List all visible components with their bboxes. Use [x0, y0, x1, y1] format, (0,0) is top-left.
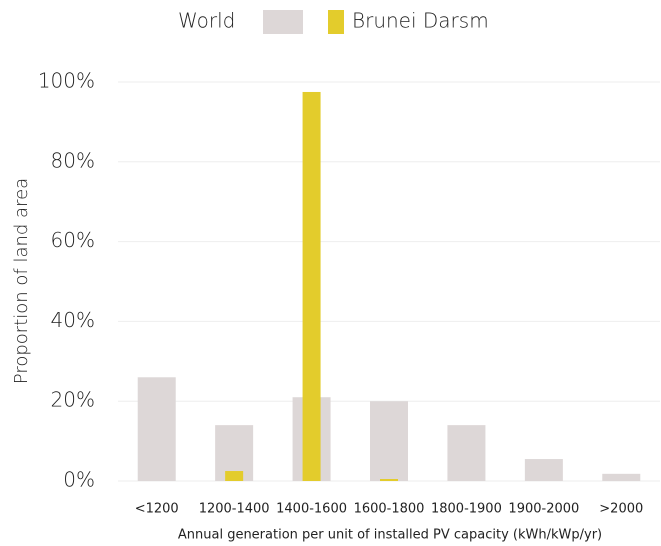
x-tick-label: 1600-1800	[354, 502, 425, 517]
x-axis-label: Annual generation per unit of installed …	[178, 528, 602, 543]
legend-label: Brunei Darsm	[352, 9, 489, 33]
bar	[602, 473, 641, 481]
legend-label: World	[178, 9, 235, 33]
bar	[137, 377, 176, 481]
y-tick-label: 80%	[51, 148, 95, 172]
bar	[447, 425, 486, 481]
legend-swatch	[328, 10, 344, 34]
bar	[370, 401, 408, 481]
x-tick-label: 1800-1900	[431, 502, 502, 517]
x-tick-label: >2000	[599, 502, 643, 517]
x-tick-label: <1200	[135, 502, 179, 517]
bar	[380, 479, 398, 481]
bar	[524, 459, 563, 481]
x-tick-label: 1900-2000	[508, 502, 579, 517]
y-tick-label: 0%	[63, 468, 95, 492]
y-tick-label: 100%	[38, 69, 95, 93]
y-axis-label: Proportion of land area	[11, 178, 32, 384]
x-tick-label: 1200-1400	[199, 502, 270, 517]
x-tick-label: 1400-1600	[276, 502, 347, 517]
bar	[302, 91, 321, 481]
y-tick-label: 60%	[51, 228, 95, 252]
bar	[225, 471, 244, 481]
y-tick-label: 40%	[51, 308, 95, 332]
y-tick-label: 20%	[51, 388, 95, 412]
legend-swatch	[263, 10, 303, 34]
